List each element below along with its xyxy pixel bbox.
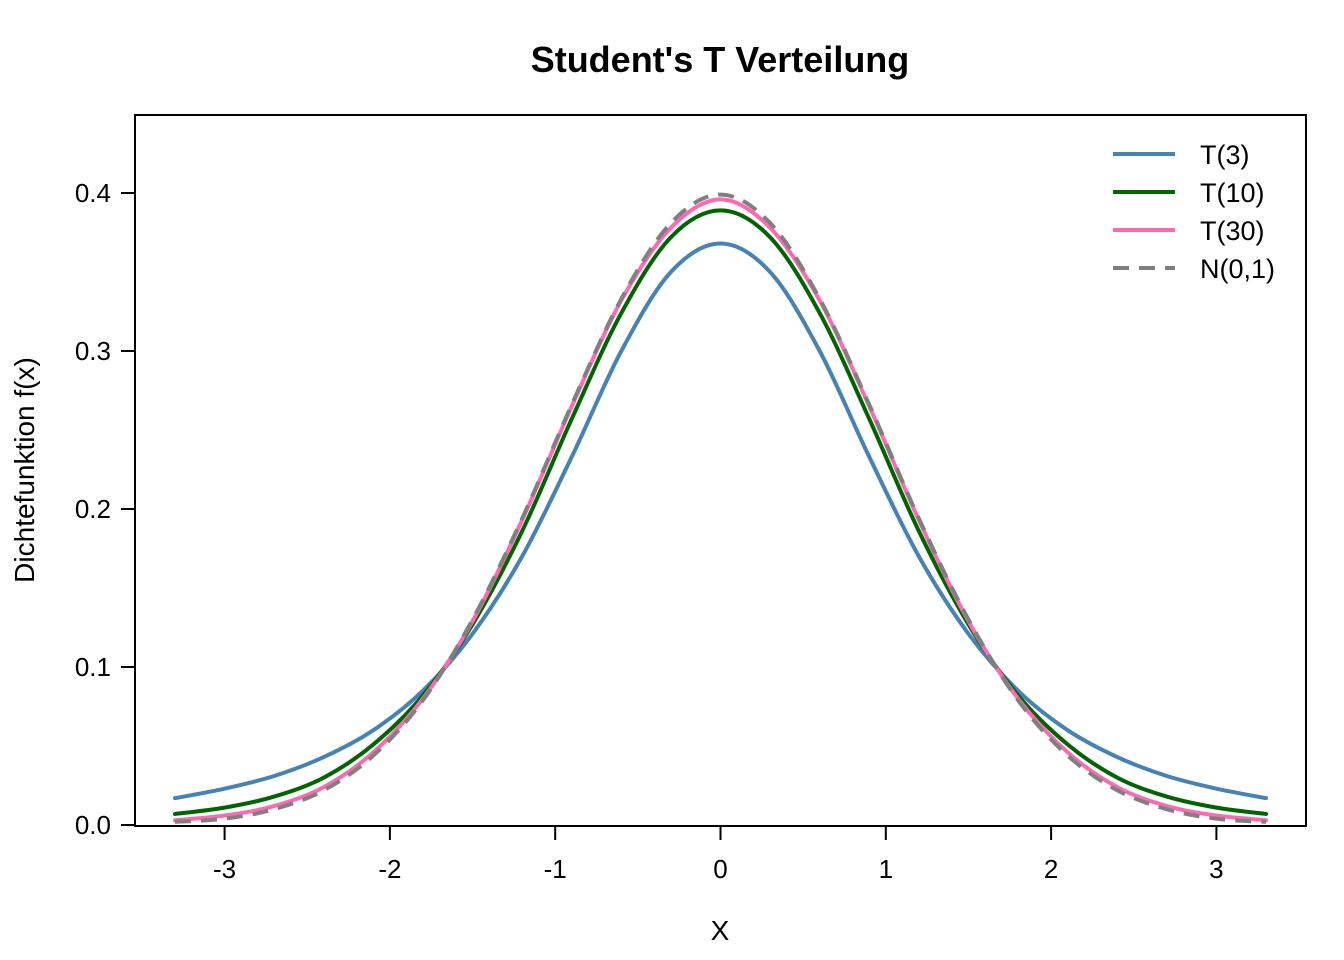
y-tick-label: 0.0 (75, 810, 111, 840)
chart-title: Student's T Verteilung (531, 39, 910, 80)
x-axis-label: X (711, 915, 730, 946)
legend-label: T(3) (1200, 140, 1250, 170)
series-line-t-30 (173, 197, 1268, 823)
x-tick-label: -3 (213, 854, 236, 884)
legend-label: T(30) (1200, 216, 1265, 246)
x-axis-ticks: -3 -2 -1 0 1 2 3 (213, 826, 1224, 884)
x-tick-label: -2 (378, 854, 401, 884)
series-line-n-0-1 (174, 192, 1267, 824)
series-line-t-10 (173, 208, 1268, 816)
legend: T(3) T(10) T(30) N(0,1) (1113, 140, 1275, 284)
legend-label: T(10) (1200, 178, 1265, 208)
x-tick-label: -1 (544, 854, 567, 884)
y-axis-ticks: 0.0 0.1 0.2 0.3 0.4 (75, 178, 135, 840)
series-line-t-3 (173, 241, 1268, 801)
legend-label: N(0,1) (1200, 254, 1275, 284)
x-tick-label: 2 (1044, 854, 1058, 884)
series-layer (173, 192, 1268, 824)
y-tick-label: 0.2 (75, 494, 111, 524)
y-tick-label: 0.4 (75, 178, 111, 208)
y-axis-label: Dichtefunktion f(x) (9, 357, 40, 583)
y-tick-label: 0.3 (75, 336, 111, 366)
x-tick-label: 1 (879, 854, 893, 884)
y-tick-label: 0.1 (75, 652, 111, 682)
plot-frame (134, 114, 1307, 827)
x-tick-label: 3 (1209, 854, 1223, 884)
x-tick-label: 0 (713, 854, 727, 884)
